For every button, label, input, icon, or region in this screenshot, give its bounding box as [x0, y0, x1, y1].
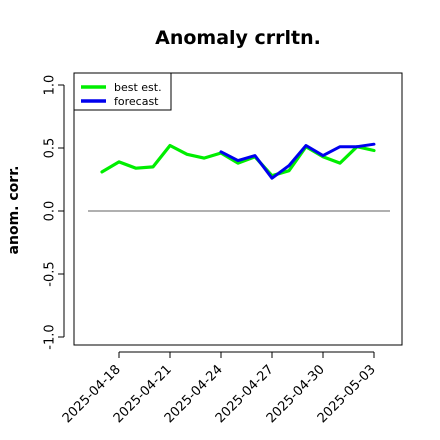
series-line-forecast — [219, 142, 376, 180]
legend-label: forecast — [114, 95, 159, 108]
y-tick-label: -1.0 — [43, 324, 58, 349]
legend-box — [73, 72, 172, 111]
y-tick-label: 0.5 — [43, 138, 58, 159]
y-axis-label: anom. corr. — [6, 166, 22, 255]
plot-frame — [73, 72, 403, 346]
y-tick-label: 0.0 — [43, 201, 58, 222]
series-line-best-est- — [100, 143, 376, 178]
y-tick-label: 1.0 — [43, 75, 58, 96]
legend-label: best est. — [114, 81, 162, 94]
series-layer — [88, 142, 390, 212]
y-axis: -1.0 -0.5 0.0 0.5 1.0 — [43, 75, 65, 350]
chart-title: Anomaly crrltn. — [155, 27, 321, 49]
x-axis: 2025-04-182025-04-212025-04-242025-04-27… — [60, 351, 379, 426]
y-tick-label: -0.5 — [43, 261, 58, 286]
legend: best est.forecast — [73, 72, 172, 111]
